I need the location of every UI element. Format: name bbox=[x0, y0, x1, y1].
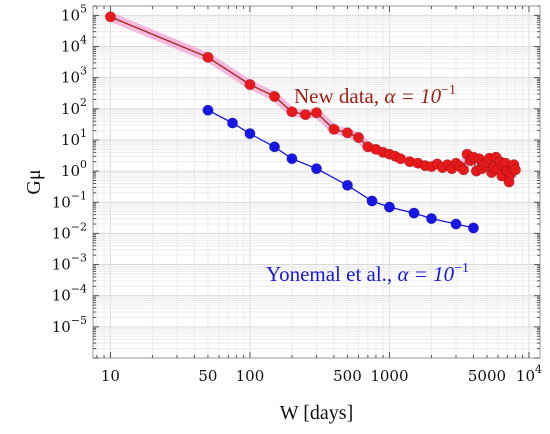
y-tick-label-exp: −3 bbox=[71, 252, 87, 265]
x-tick-label: 100 bbox=[236, 367, 265, 385]
series-label-text: New data, bbox=[294, 84, 384, 108]
y-tick-label: 10−3 bbox=[52, 252, 87, 274]
series-label-yonemal: Yonemal et al., α = 10−1 bbox=[266, 261, 469, 286]
data-point-new-data bbox=[509, 164, 521, 176]
y-tick-label: 10−1 bbox=[52, 189, 87, 211]
data-point-new-data bbox=[341, 127, 353, 139]
y-tick-label-base: 10 bbox=[61, 162, 80, 180]
y-tick-label-base: 10 bbox=[61, 69, 80, 87]
x-tick-label: 50 bbox=[198, 367, 217, 385]
series-label-math: α = 10 bbox=[384, 84, 441, 108]
data-point-new-data bbox=[244, 79, 256, 91]
series-label-text: Yonemal et al., bbox=[266, 262, 397, 286]
y-tick-label-exp: −2 bbox=[71, 220, 87, 233]
data-point-yonemal bbox=[269, 141, 281, 153]
x-tick-label-base: 1000 bbox=[370, 367, 408, 385]
x-tick-label-base: 10 bbox=[101, 367, 120, 385]
y-tick-label-exp: 3 bbox=[80, 65, 87, 78]
x-tick-label: 5000 bbox=[468, 367, 506, 385]
data-point-yonemal bbox=[408, 207, 420, 219]
y-tick-label-base: 10 bbox=[52, 224, 71, 242]
data-point-yonemal bbox=[202, 104, 214, 116]
data-point-new-data bbox=[286, 106, 298, 118]
x-tick-label: 1000 bbox=[370, 367, 408, 385]
data-point-yonemal bbox=[286, 153, 298, 165]
y-tick-label-exp: 5 bbox=[80, 2, 87, 15]
y-tick-label: 101 bbox=[61, 127, 87, 149]
data-point-yonemal bbox=[467, 222, 479, 234]
data-point-new-data bbox=[328, 123, 340, 135]
data-point-new-data bbox=[269, 90, 281, 102]
series-label-exp: −1 bbox=[441, 83, 456, 98]
y-tick-label-exp: 4 bbox=[80, 34, 87, 47]
y-axis-label: Gμ bbox=[23, 169, 45, 194]
data-point-yonemal bbox=[450, 218, 462, 230]
data-point-yonemal bbox=[244, 128, 256, 140]
ticks: 10 50 100 500 1000 5000 1041051041031021011001… bbox=[52, 2, 542, 385]
data-point-new-data bbox=[104, 11, 116, 23]
x-tick-label-exp: 4 bbox=[535, 363, 542, 376]
y-tick-label-exp: 0 bbox=[80, 158, 87, 171]
data-point-yonemal bbox=[341, 179, 353, 191]
y-tick-label-exp: −4 bbox=[71, 283, 87, 296]
x-tick-label: 104 bbox=[516, 363, 542, 385]
data-point-new-data bbox=[202, 51, 214, 63]
y-tick-label-base: 10 bbox=[61, 38, 80, 56]
y-tick-label: 102 bbox=[61, 96, 87, 118]
y-tick-label-base: 10 bbox=[61, 131, 80, 149]
y-tick-label-base: 10 bbox=[61, 6, 80, 24]
x-axis-label: W [days] bbox=[280, 402, 354, 424]
data-point-new-data bbox=[299, 109, 311, 121]
data-point-yonemal bbox=[383, 201, 395, 213]
y-tick-label: 100 bbox=[61, 158, 87, 180]
data-point-new-data bbox=[352, 132, 364, 144]
x-tick-label: 10 bbox=[101, 367, 120, 385]
y-tick-label-base: 10 bbox=[52, 193, 71, 211]
y-tick-label-base: 10 bbox=[52, 318, 71, 336]
data-point-yonemal bbox=[366, 195, 378, 207]
series-points bbox=[104, 11, 521, 234]
y-tick-label: 103 bbox=[61, 65, 87, 87]
y-tick-label: 10−4 bbox=[52, 283, 87, 305]
grid bbox=[93, 5, 540, 359]
data-point-yonemal bbox=[310, 163, 322, 175]
series-label-math: α = 10 bbox=[397, 262, 454, 286]
x-tick-label-base: 5000 bbox=[468, 367, 506, 385]
x-tick-label-base: 500 bbox=[333, 367, 362, 385]
series-label-new-data: New data, α = 10−1 bbox=[294, 83, 456, 108]
y-tick-label: 10−2 bbox=[52, 220, 87, 242]
y-tick-label-exp: −5 bbox=[71, 314, 87, 327]
x-tick-label-base: 100 bbox=[236, 367, 265, 385]
y-tick-label: 104 bbox=[61, 34, 87, 56]
x-tick-label-base: 50 bbox=[198, 367, 217, 385]
x-tick-label-base: 10 bbox=[516, 367, 535, 385]
y-tick-label: 10−5 bbox=[52, 314, 87, 336]
data-point-new-data bbox=[310, 107, 322, 119]
x-tick-label: 500 bbox=[333, 367, 362, 385]
y-tick-label-exp: 1 bbox=[80, 127, 87, 140]
y-tick-label-base: 10 bbox=[52, 256, 71, 274]
data-point-new-data bbox=[458, 164, 470, 176]
y-tick-label-exp: −1 bbox=[71, 189, 87, 202]
series-label-exp: −1 bbox=[454, 261, 469, 276]
y-tick-label-base: 10 bbox=[52, 287, 71, 305]
data-point-yonemal bbox=[425, 213, 437, 225]
data-point-new-data bbox=[394, 153, 406, 165]
y-tick-label: 105 bbox=[61, 2, 87, 24]
y-tick-label-base: 10 bbox=[61, 100, 80, 118]
y-tick-label-exp: 2 bbox=[80, 96, 87, 109]
data-point-yonemal bbox=[227, 117, 239, 129]
